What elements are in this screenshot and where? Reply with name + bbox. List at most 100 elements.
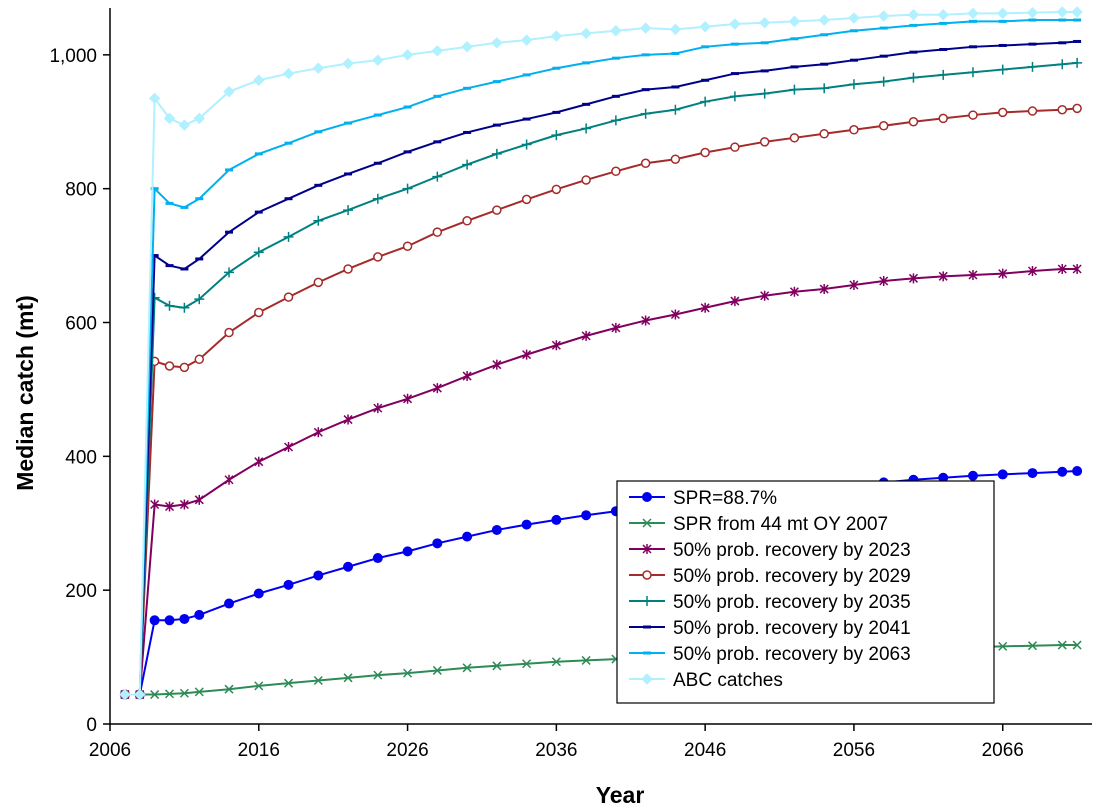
data-point	[700, 302, 710, 313]
data-point	[908, 117, 919, 127]
data-point	[150, 499, 160, 510]
data-point	[521, 519, 532, 530]
data-point	[163, 112, 176, 125]
data-point	[701, 45, 710, 49]
data-point	[908, 273, 918, 284]
data-point	[849, 58, 858, 62]
legend-item: SPR=88.7%	[629, 488, 777, 509]
data-point	[907, 8, 920, 21]
data-point	[581, 330, 591, 341]
data-point	[997, 469, 1008, 480]
legend-item: 50% prob. recovery by 2063	[629, 644, 911, 665]
data-point	[402, 241, 413, 251]
data-point	[610, 25, 622, 37]
data-point	[462, 159, 473, 170]
data-point	[492, 661, 502, 671]
y-tick-label: 0	[86, 715, 97, 736]
data-point	[492, 359, 502, 370]
data-point	[967, 7, 979, 20]
data-point	[967, 470, 978, 481]
data-point	[432, 383, 442, 394]
data-point	[282, 67, 295, 80]
data-point	[432, 665, 442, 675]
data-point	[312, 62, 325, 74]
data-point	[462, 371, 472, 382]
data-point	[134, 688, 146, 701]
y-tick-label: 600	[65, 314, 97, 335]
data-point	[462, 531, 473, 542]
data-point	[402, 546, 413, 557]
data-point	[224, 598, 235, 609]
data-point	[820, 62, 829, 66]
data-point	[849, 125, 859, 135]
data-point	[284, 197, 293, 201]
data-point	[1057, 59, 1068, 70]
x-tick-label: 2026	[386, 740, 428, 761]
legend-marker	[642, 570, 652, 580]
data-point	[402, 183, 413, 194]
legend-marker	[642, 518, 652, 528]
data-point	[313, 427, 323, 438]
data-point	[939, 21, 948, 25]
data-point	[729, 91, 740, 102]
data-point	[343, 673, 353, 683]
data-point	[968, 45, 977, 49]
data-point	[938, 271, 948, 282]
data-point	[581, 655, 591, 665]
data-point	[700, 147, 710, 158]
legend-marker	[643, 625, 651, 629]
data-point	[730, 42, 739, 46]
series-7	[120, 18, 1082, 697]
data-point	[372, 54, 384, 66]
data-point	[789, 84, 800, 95]
data-point	[670, 104, 681, 115]
y-axis: 0 200 400 600 800 1,000	[49, 46, 110, 736]
x-axis-title: Year	[596, 782, 645, 808]
data-point	[343, 205, 354, 216]
data-point	[373, 252, 383, 262]
data-point	[1057, 466, 1068, 477]
data-point	[552, 110, 561, 114]
data-point	[551, 340, 561, 351]
data-point	[254, 681, 264, 691]
data-point	[432, 538, 443, 549]
data-point	[520, 34, 533, 46]
data-point	[164, 615, 175, 626]
data-point	[433, 140, 442, 144]
data-point	[254, 456, 264, 467]
data-point	[492, 123, 501, 127]
data-point	[179, 613, 190, 624]
data-point	[790, 37, 799, 41]
data-point	[373, 161, 382, 165]
data-point	[819, 284, 829, 295]
data-point	[194, 354, 205, 365]
data-point	[788, 15, 801, 28]
data-point	[1071, 6, 1083, 18]
legend-marker	[642, 544, 652, 554]
series-line	[124, 107, 1078, 696]
data-point	[403, 393, 413, 404]
data-point	[611, 56, 620, 60]
data-point	[879, 54, 888, 58]
data-point	[313, 277, 324, 288]
data-point	[729, 18, 741, 30]
data-point	[492, 80, 501, 84]
series-line	[124, 40, 1078, 696]
data-point	[878, 76, 889, 87]
data-point	[403, 668, 413, 678]
data-point	[1057, 104, 1067, 115]
data-point	[179, 302, 190, 313]
legend-label: 50% prob. recovery by 2063	[673, 644, 911, 665]
data-point	[760, 69, 769, 73]
data-point	[582, 102, 591, 106]
data-point	[580, 27, 592, 40]
data-point	[967, 67, 978, 78]
data-point	[225, 168, 234, 172]
legend-item: SPR from 44 mt OY 2007	[629, 514, 888, 535]
y-tick-label: 800	[65, 180, 97, 201]
legend-marker	[642, 596, 652, 606]
legend-label: 50% prob. recovery by 2029	[673, 566, 911, 587]
data-point	[641, 315, 651, 326]
data-point	[1072, 103, 1082, 114]
legend-marker	[642, 492, 652, 502]
